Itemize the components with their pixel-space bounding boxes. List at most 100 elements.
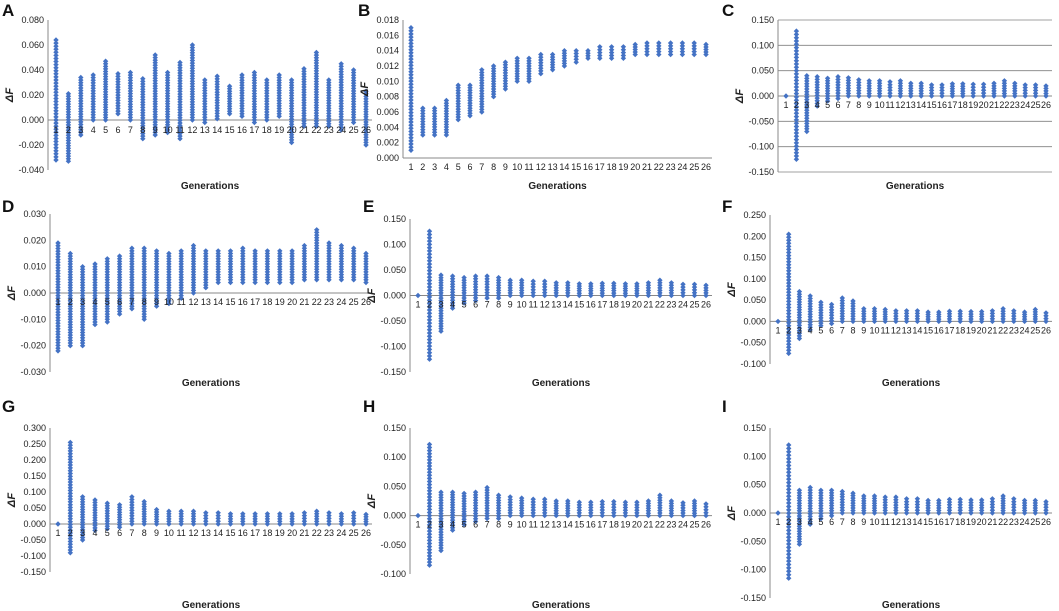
data-point [793, 90, 800, 97]
data-point [856, 93, 862, 99]
data-point [597, 52, 603, 59]
x-tick-label: 23 [324, 528, 334, 538]
data-point [408, 65, 414, 72]
data-point [530, 289, 536, 296]
data-point [55, 287, 61, 293]
data-point [408, 37, 414, 43]
data-point [67, 343, 73, 349]
panel-label-b: B [358, 1, 370, 20]
y-tick-label: 0.010 [376, 76, 399, 86]
x-tick-label: 2 [68, 297, 73, 307]
data-point [141, 316, 147, 322]
x-tick-label: 8 [851, 325, 856, 335]
data-point [928, 90, 935, 96]
data-point [786, 493, 792, 499]
y-tick-label: -0.150 [748, 167, 774, 177]
x-tick-label: 25 [689, 520, 699, 530]
x-tick-label: 5 [456, 162, 461, 172]
x-tick-label: 4 [815, 100, 820, 110]
data-point [203, 510, 209, 516]
data-point [79, 324, 86, 330]
data-point [530, 512, 536, 519]
data-point [426, 254, 433, 261]
data-point [786, 298, 792, 305]
x-tick-label: 7 [846, 100, 851, 110]
data-point [53, 105, 59, 111]
x-tick-label: 4 [92, 528, 97, 538]
data-point [55, 254, 61, 260]
data-point [839, 504, 845, 511]
data-point [350, 119, 357, 126]
data-point [67, 445, 73, 451]
data-point [980, 87, 987, 93]
x-tick-label: 16 [934, 325, 944, 335]
data-point [1032, 87, 1039, 94]
data-point [55, 334, 61, 340]
data-point [479, 109, 485, 115]
data-point [484, 273, 490, 279]
x-tick-label: 10 [512, 162, 522, 172]
data-point [793, 123, 800, 130]
data-point [53, 40, 59, 46]
y-tick-label: 0.200 [23, 455, 46, 465]
x-tick-label: 21 [299, 528, 309, 538]
data-point [887, 90, 893, 96]
data-point [289, 521, 295, 527]
data-point [426, 481, 433, 488]
panel-b: B 0.000 0.002 0.004 0.006 0.008 0.010 0.012 0.01… [358, 1, 712, 192]
x-tick-label: 9 [861, 517, 866, 527]
y-tick-label: 0.020 [21, 90, 44, 100]
data-point [599, 292, 605, 299]
data-point [989, 504, 996, 510]
data-point [599, 510, 605, 516]
x-tick-label: 11 [885, 100, 894, 110]
data-point [53, 49, 59, 55]
data-point [53, 129, 59, 135]
data-point [573, 53, 579, 60]
data-point [786, 473, 792, 479]
data-point [264, 117, 270, 123]
data-point [53, 151, 59, 157]
data-point [786, 350, 792, 357]
data-point [611, 504, 617, 510]
y-tick-label: 0.000 [743, 508, 766, 518]
data-point [53, 132, 59, 139]
data-point [914, 313, 921, 319]
data-point [957, 510, 963, 516]
data-point [980, 84, 987, 90]
x-tick-label: 4 [444, 162, 449, 172]
data-point [786, 462, 792, 469]
x-tick-label: 17 [597, 520, 607, 530]
data-point [928, 84, 935, 91]
data-point [680, 287, 686, 293]
data-point [426, 519, 433, 525]
data-point [786, 503, 792, 510]
data-point [680, 281, 686, 287]
data-point [426, 537, 433, 544]
data-point [426, 553, 433, 559]
x-tick-label: 25 [1031, 100, 1041, 110]
data-point [622, 292, 629, 299]
data-point [55, 306, 61, 313]
x-tick-label: 21 [642, 162, 652, 172]
x-tick-label: 7 [485, 300, 490, 310]
data-point [530, 278, 536, 284]
x-tick-label: 11 [177, 297, 186, 307]
data-point [426, 503, 433, 509]
y-tick-label: 0.300 [23, 423, 46, 433]
data-point [67, 504, 73, 511]
data-point [55, 251, 61, 257]
data-point [53, 141, 59, 148]
series-markers [415, 228, 709, 362]
x-tick-label: 3 [797, 325, 802, 335]
x-tick-label: 5 [818, 325, 823, 335]
data-point [946, 318, 953, 325]
data-point [67, 468, 73, 474]
y-tick-label: 0.010 [23, 262, 46, 272]
data-point [703, 292, 709, 299]
y-tick-label: -0.020 [20, 341, 46, 351]
x-tick-label: 22 [312, 297, 322, 307]
data-point [793, 117, 800, 123]
y-tick-label: 0.100 [23, 487, 46, 497]
data-point [828, 315, 835, 321]
